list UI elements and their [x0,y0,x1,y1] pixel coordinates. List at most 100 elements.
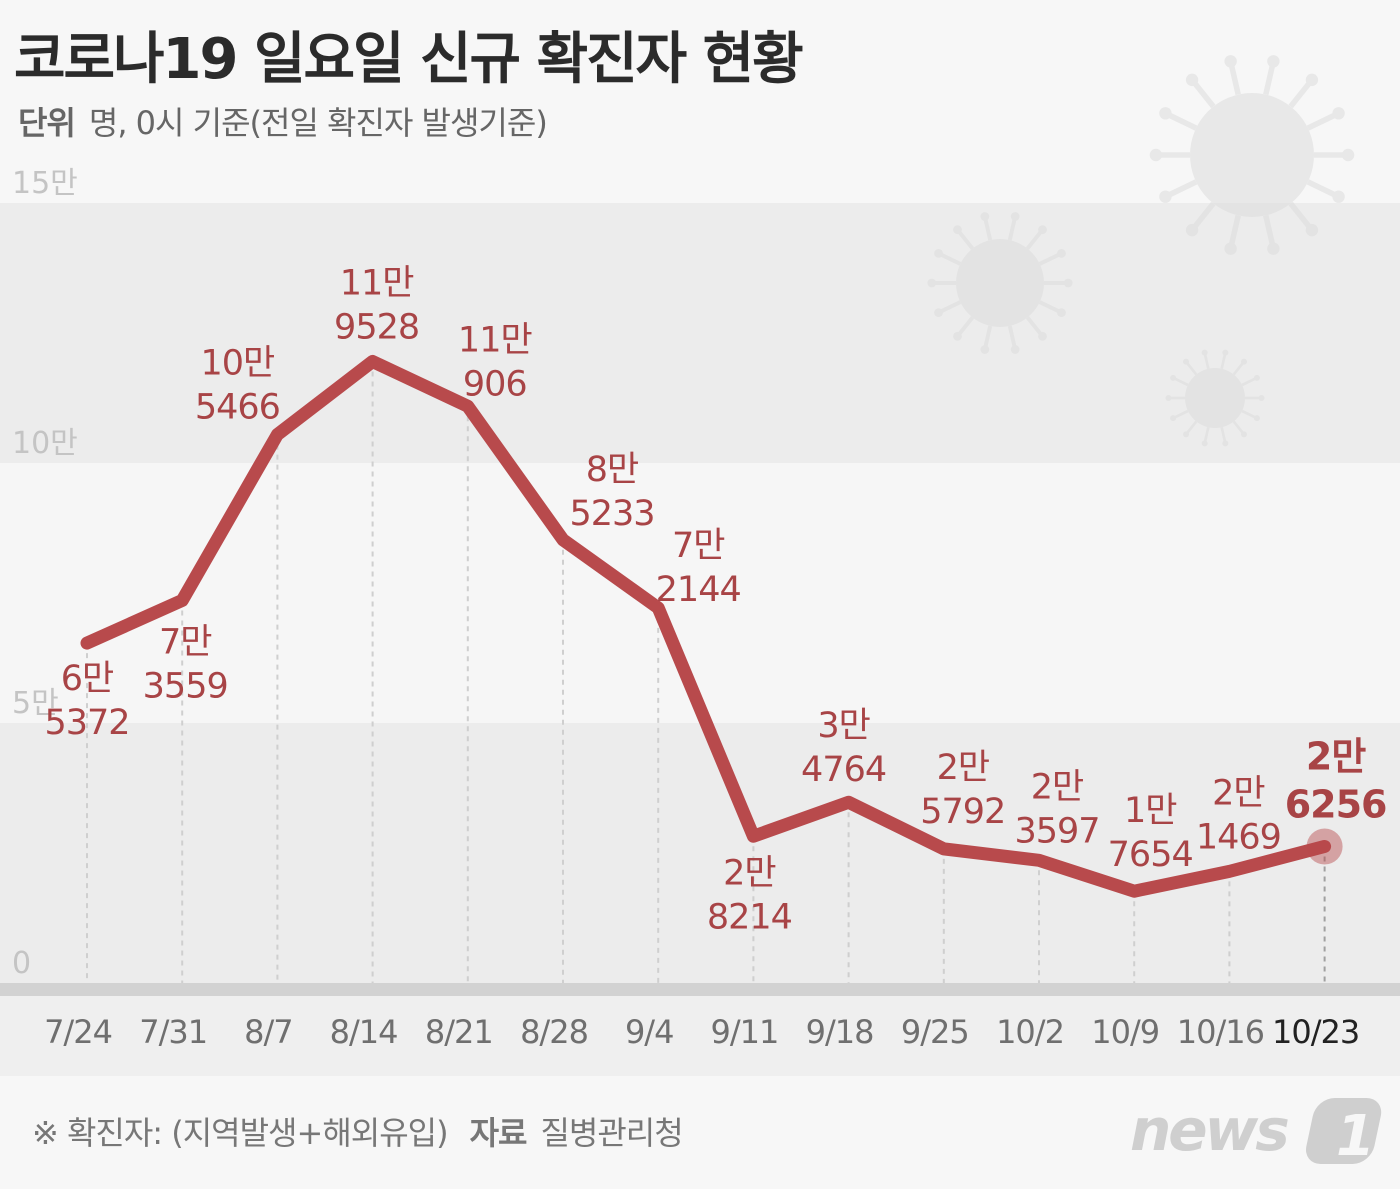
virus-spike-tip [1159,107,1172,120]
data-label-line1: 2만 [1212,773,1264,813]
x-axis-bar [0,983,1400,996]
data-label-line1: 2만 [1306,734,1366,778]
data-label-line1: 7만 [672,526,724,566]
data-label-line1: 2만 [937,748,989,788]
virus-spike-tip [1267,55,1280,68]
data-label-line1: 7만 [159,622,211,662]
data-point [464,403,471,410]
virus-spike-tip [1170,374,1177,381]
x-tick-label: 9/11 [710,1013,778,1051]
virus-spike-tip [1057,308,1066,317]
virus-spike-tip [1185,73,1199,87]
virus-spike-tip [1149,148,1163,162]
virus-icon [1149,55,1355,255]
virus-spike-tip [1267,242,1280,255]
virus-spike-tip [1165,395,1172,401]
data-label-line2: 2144 [656,570,741,610]
virus-spike-tip [1170,415,1177,422]
band [0,150,1400,203]
data-point [1036,857,1042,864]
virus-spike-tip [953,225,962,235]
source-text: 질병관리청 [540,1114,683,1152]
virus-spike-tip [980,345,990,354]
unit-note: 단위 명, 0시 기준(전일 확진자 발생기준) [18,98,548,144]
x-tick-label: 7/24 [44,1013,112,1051]
data-label-line2: 5792 [920,792,1005,832]
virus-spike-tip [1305,73,1319,87]
data-label-line1: 2만 [1031,767,1083,807]
y-tick-label: 10만 [12,426,78,461]
virus-spike-tip [934,308,943,317]
virus-spike-tip [1253,374,1260,381]
x-tick-label: 8/7 [244,1013,293,1051]
footer-note: ※ 확진자: (지역발생+해외유입) 자료 질병관리청 [32,1108,684,1154]
virus-spike-tip [927,278,937,288]
y-tick-label: 0 [12,946,31,981]
virus-spike-tip [1038,225,1047,235]
band [0,723,1400,983]
source-label: 자료 [469,1114,528,1152]
virus-spike-tip [980,212,990,221]
virus-spike-tip [1258,395,1265,401]
data-point [845,799,852,806]
virus-spike-tip [1332,107,1345,120]
data-label-line2: 3597 [1014,811,1099,851]
virus-spike-tip [1038,331,1047,341]
logo-badge [1306,1098,1382,1164]
data-point [1321,843,1328,850]
x-tick-label: 9/4 [625,1013,674,1051]
virus-spike-tip [1201,440,1208,447]
virus-spike-tip [1253,415,1260,422]
data-label-line1: 11만 [340,263,414,303]
data-label-line2: 6256 [1285,782,1387,826]
data-label-line2: 5372 [44,703,129,743]
virus-spike-tip [1183,358,1190,365]
data-point [655,604,662,611]
data-label-line1: 8만 [586,450,638,490]
unit-label: 단위 [18,104,76,142]
data-point [1131,888,1138,895]
virus-spike-tip [1201,349,1208,356]
virus-spike-tip [1057,249,1066,258]
virus-spike-tip [1159,190,1172,203]
unit-text: 명, 0시 기준(전일 확진자 발생기준) [88,104,548,142]
data-label-line2: 7654 [1108,835,1193,875]
virus-spike-tip [1240,358,1247,365]
data-point [940,845,947,852]
logo-one: 1 [1336,1104,1375,1169]
data-label-line2: 4764 [801,750,886,790]
virus-icon [1165,349,1265,447]
virus-spike-tip [1224,242,1237,255]
band [0,203,1400,463]
virus-spike-tip [1332,190,1345,203]
x-tick-label: 8/28 [520,1013,588,1051]
virus-spike-tip [1341,148,1355,162]
data-label-line2: 5466 [195,388,280,428]
data-label-line2: 1469 [1196,817,1281,857]
chart-title: 코로나19 일요일 신규 확진자 현황 [14,27,804,92]
virus-body [1190,93,1314,217]
y-tick-label: 5만 [12,686,59,721]
virus-spike-tip [1183,431,1190,438]
x-tick-label: 10/2 [996,1013,1064,1051]
y-tick-label: 15만 [12,166,78,201]
x-tick-label: 9/18 [806,1013,874,1051]
virus-body [1185,368,1245,428]
data-point [1226,868,1233,875]
data-label-line2: 5233 [569,494,654,534]
news1-logo: news 1 [1130,1096,1382,1169]
